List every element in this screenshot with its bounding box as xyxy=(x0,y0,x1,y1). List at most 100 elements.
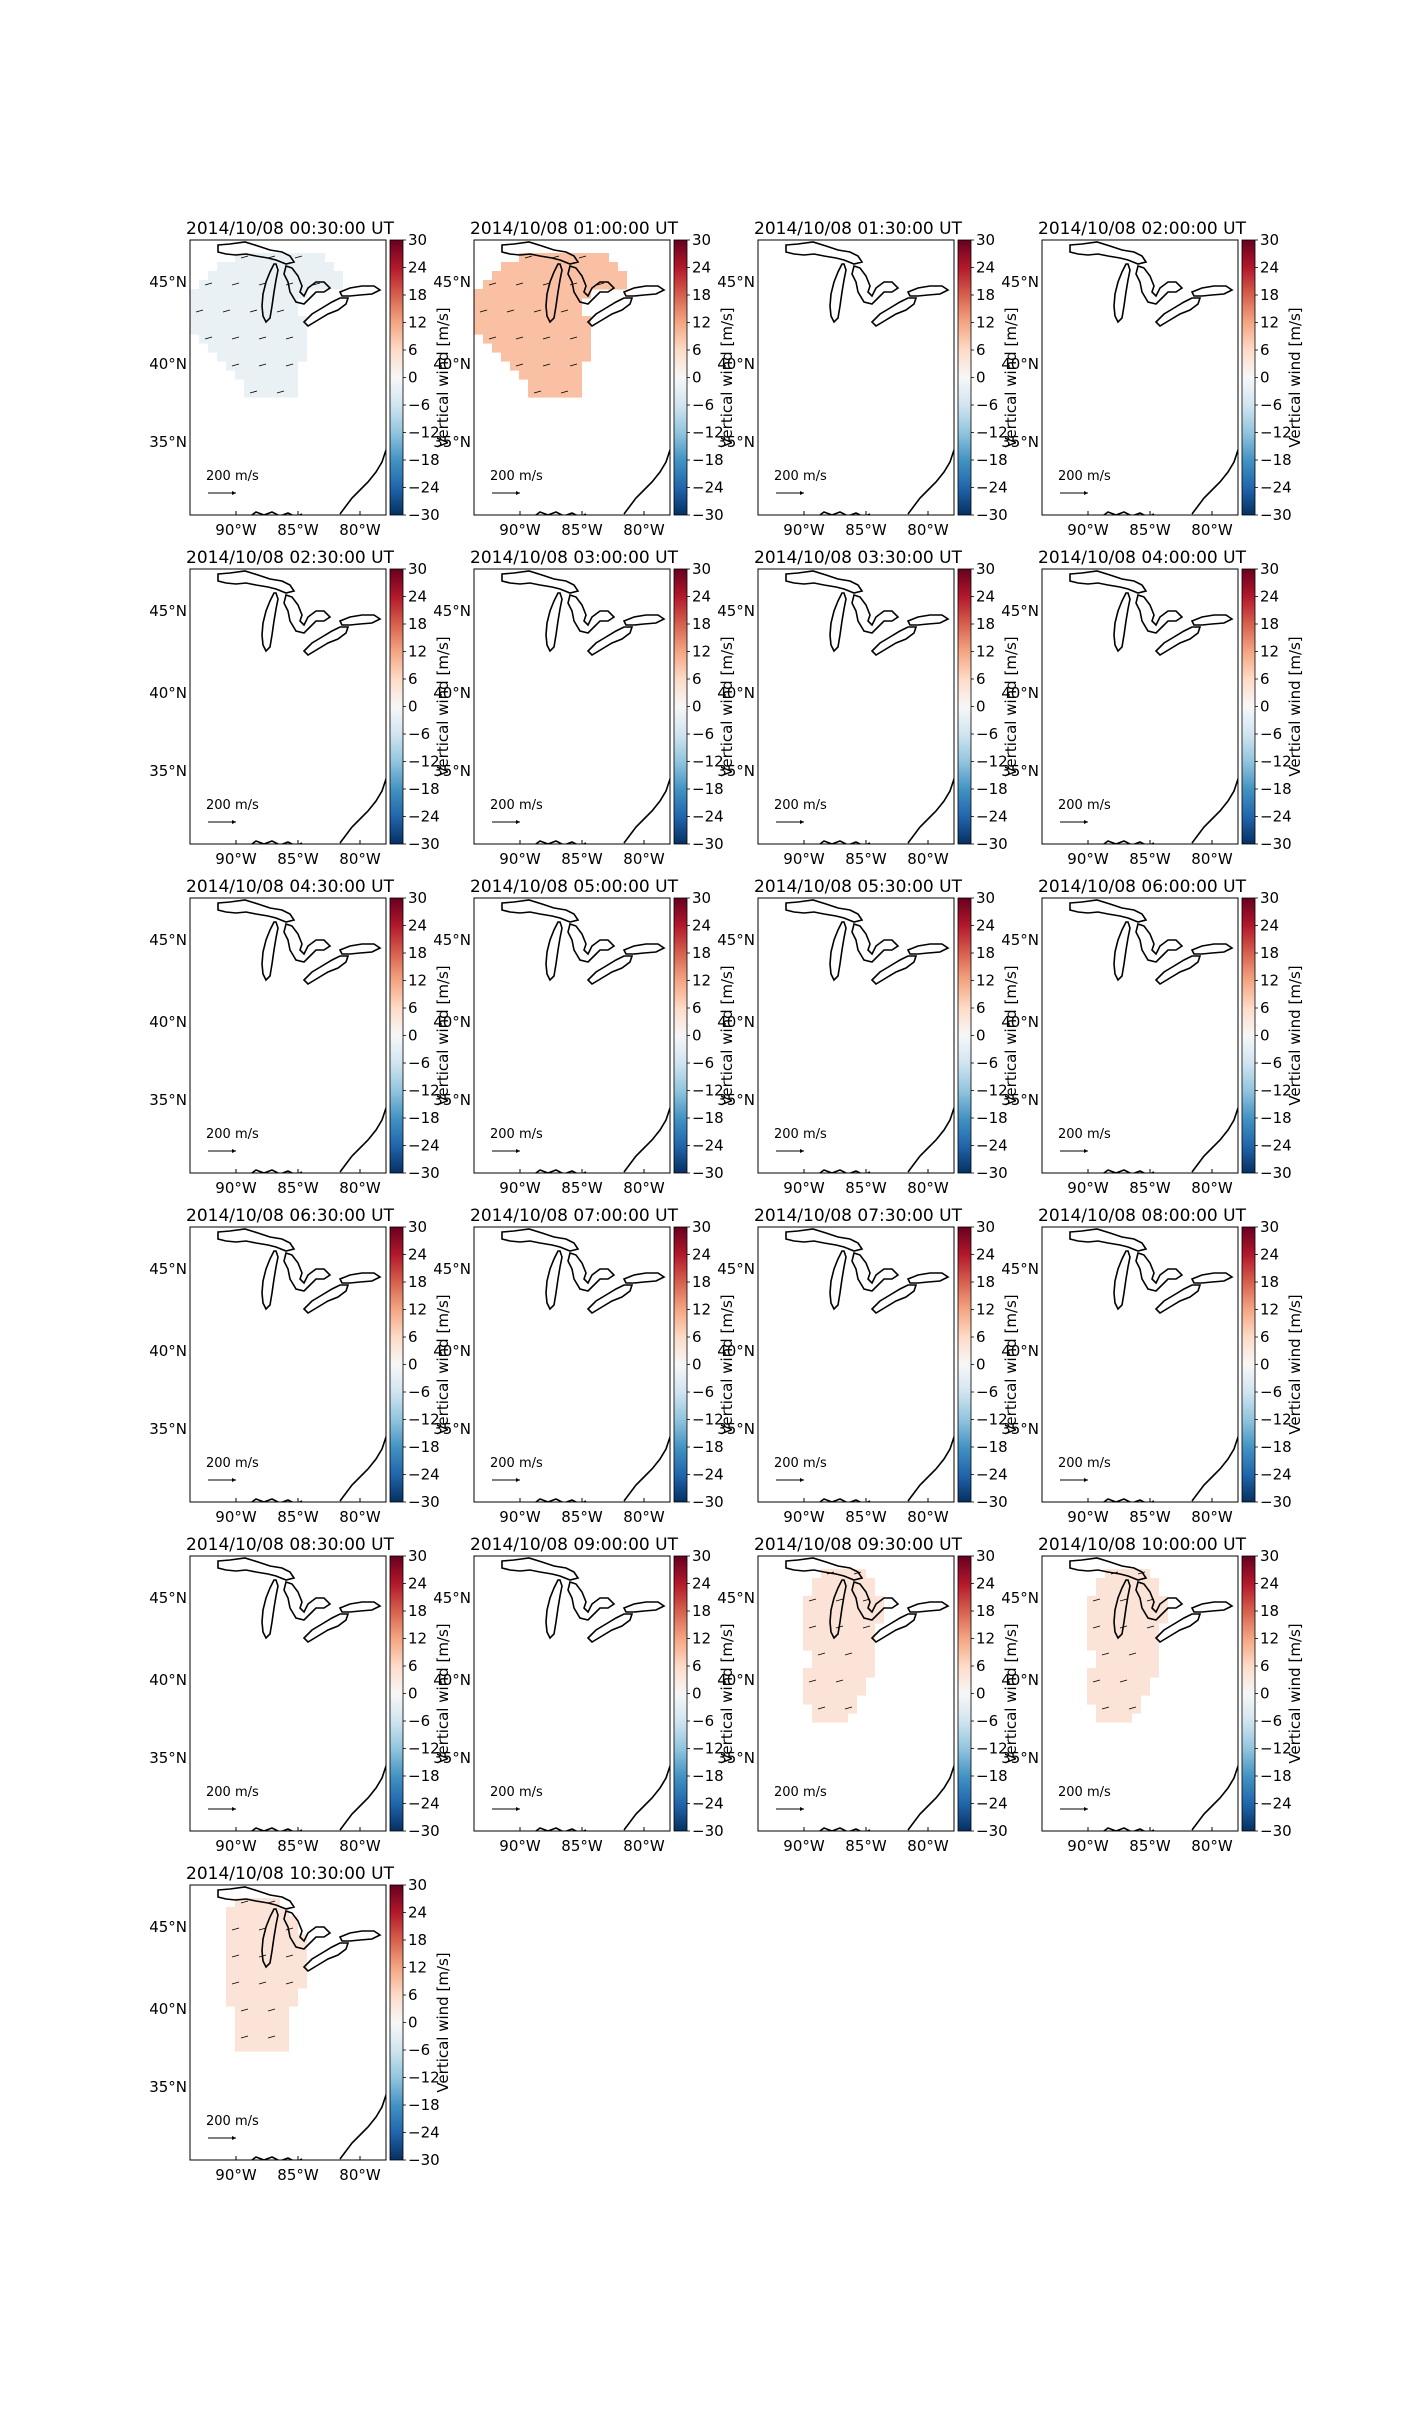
map-panel-19: 2014/10/08 09:30:00 UT 45°N 40°N 35°N 90°W 85… xyxy=(717,1535,1020,1855)
panel-title: 2014/10/08 09:30:00 UT xyxy=(754,1535,963,1555)
colorbar-tick-label: −6 xyxy=(1260,1383,1282,1401)
coastline-south xyxy=(250,2156,303,2160)
colorbar-tick-label: 12 xyxy=(1260,1630,1279,1648)
map-frame xyxy=(757,897,955,1174)
scale-arrowhead xyxy=(1084,1149,1088,1153)
colorbar-tick-label: 12 xyxy=(976,972,995,990)
lon-tick-label: 80°W xyxy=(339,521,381,539)
lake-outline xyxy=(283,264,332,305)
colorbar-tick-label: −24 xyxy=(408,1466,440,1484)
coastline xyxy=(907,448,954,515)
coastline-south xyxy=(534,1498,587,1502)
wind-vector xyxy=(1092,1625,1101,1629)
colorbar-tick-label: 6 xyxy=(408,670,418,688)
colorbar-tick-label: 18 xyxy=(408,1602,427,1620)
map-area xyxy=(1069,570,1238,844)
lake-outline xyxy=(1069,1228,1148,1252)
colorbar-tick-label: 12 xyxy=(692,1301,711,1319)
colorbar-tick-label: 30 xyxy=(976,231,995,249)
colorbar xyxy=(389,1555,404,1832)
colorbar-tick-label: 6 xyxy=(976,999,986,1017)
colorbar-tick-label: 0 xyxy=(692,1356,702,1374)
map-area xyxy=(785,570,954,844)
scale-arrowhead xyxy=(232,1149,236,1153)
lat-tick-label: 40°N xyxy=(717,355,755,373)
colorbar-tick-label: 12 xyxy=(408,1301,427,1319)
lat-tick-label: 45°N xyxy=(433,931,471,949)
map-frame xyxy=(1041,1226,1239,1503)
map-frame xyxy=(473,897,671,1174)
wind-vector xyxy=(488,282,497,286)
lat-tick-label: 35°N xyxy=(717,1420,755,1438)
lake-outline xyxy=(1135,1251,1184,1292)
coastline-south xyxy=(1102,840,1155,844)
lon-tick-label: 80°W xyxy=(623,850,665,868)
wind-cell-row xyxy=(474,307,582,317)
panel-title: 2014/10/08 03:30:00 UT xyxy=(754,548,963,568)
panel-title: 2014/10/08 08:00:00 UT xyxy=(1038,1206,1247,1226)
colorbar-tick-label: −18 xyxy=(976,780,1008,798)
wind-cell-row xyxy=(244,388,298,398)
map-frame xyxy=(189,239,387,516)
lat-tick-label: 45°N xyxy=(149,1918,187,1936)
wind-cell-row xyxy=(226,1970,307,1980)
wind-cell-row xyxy=(208,343,307,353)
lake-outline xyxy=(851,593,900,634)
colorbar-tick-label: 18 xyxy=(692,1273,711,1291)
lake-outline xyxy=(622,1601,666,1613)
wind-cell-row xyxy=(199,280,343,290)
wind-vector xyxy=(569,336,578,340)
colorbar xyxy=(389,897,404,1174)
lake-outline xyxy=(1190,1601,1234,1613)
scale-arrowhead xyxy=(516,1478,520,1482)
wind-vector xyxy=(1128,1652,1137,1656)
map-area xyxy=(217,570,386,844)
wind-cell-row xyxy=(1096,1587,1159,1597)
colorbar-tick-label: 24 xyxy=(408,1246,427,1264)
colorbar xyxy=(673,897,688,1174)
wind-vector xyxy=(1137,1571,1146,1575)
colorbar-tick-label: 18 xyxy=(408,1273,427,1291)
scale-arrowhead xyxy=(800,1807,804,1811)
wind-cell-row xyxy=(803,1686,866,1696)
scale-arrowhead xyxy=(232,491,236,495)
lon-tick-label: 85°W xyxy=(277,1179,319,1197)
lake-outline xyxy=(1069,241,1148,265)
colorbar-tick-label: 6 xyxy=(1260,1328,1270,1346)
coastline-south xyxy=(250,511,303,515)
wind-vector xyxy=(1146,1625,1155,1629)
lat-tick-label: 40°N xyxy=(433,1342,471,1360)
lat-tick-label: 35°N xyxy=(433,433,471,451)
lat-tick-label: 35°N xyxy=(149,1091,187,1109)
lon-tick-label: 90°W xyxy=(783,850,825,868)
lake-outline xyxy=(545,592,563,653)
wind-vector xyxy=(542,336,551,340)
wind-cell-row xyxy=(226,1943,307,1953)
lake-outline xyxy=(338,1930,382,1942)
map-panel-7: 2014/10/08 03:30:00 UT 45°N 40°N 35°N 90°W 85… xyxy=(717,548,1020,868)
colorbar-label: Vertical wind [m/s] xyxy=(434,636,452,776)
colorbar-tick-label: −6 xyxy=(408,1383,430,1401)
colorbar-tick-label: 18 xyxy=(692,944,711,962)
panel-title: 2014/10/08 07:00:00 UT xyxy=(470,1206,679,1226)
wind-cell-row xyxy=(235,253,325,263)
lat-tick-label: 45°N xyxy=(149,1589,187,1607)
lat-tick-label: 40°N xyxy=(149,1671,187,1689)
colorbar-tick-label: −18 xyxy=(976,1438,1008,1456)
scale-label: 200 m/s xyxy=(1058,1785,1111,1800)
colorbar-label: Vertical wind [m/s] xyxy=(434,307,452,447)
wind-cell-row xyxy=(1087,1605,1168,1615)
lat-tick-label: 40°N xyxy=(1001,684,1039,702)
wind-vector xyxy=(560,390,569,394)
lake-outline xyxy=(217,1886,296,1910)
colorbar xyxy=(1241,1555,1256,1832)
scale-label: 200 m/s xyxy=(774,1127,827,1142)
coastline xyxy=(623,1764,670,1831)
scale-label: 200 m/s xyxy=(490,798,543,813)
lat-tick-label: 45°N xyxy=(149,1260,187,1278)
lat-tick-label: 40°N xyxy=(717,1342,755,1360)
lake-outline xyxy=(785,899,864,923)
lon-tick-label: 90°W xyxy=(1067,1837,1109,1855)
lake-outline xyxy=(261,1579,279,1640)
colorbar-tick-label: −6 xyxy=(1260,1054,1282,1072)
